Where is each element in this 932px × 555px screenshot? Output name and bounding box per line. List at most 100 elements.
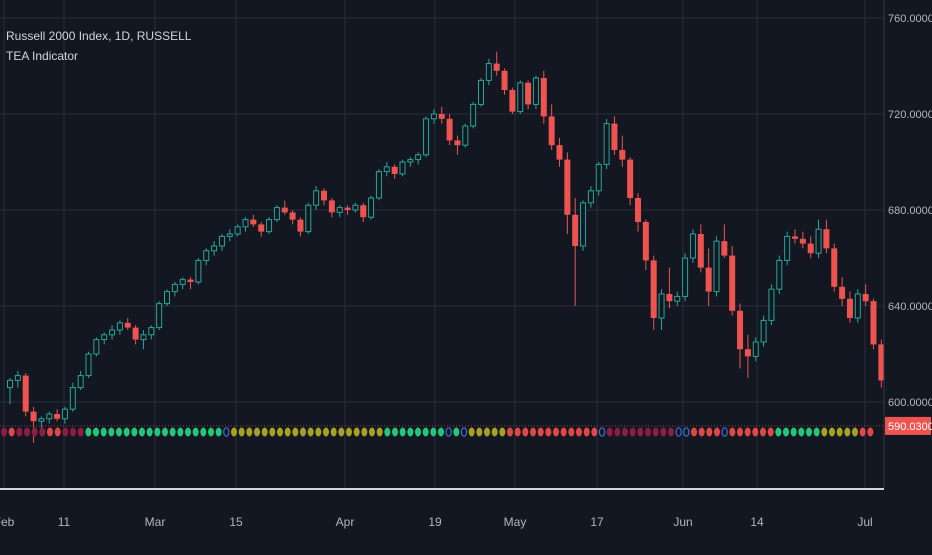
candle-body <box>705 267 712 292</box>
candle <box>501 68 508 95</box>
indicator-dot <box>683 427 690 437</box>
candle <box>352 202 359 213</box>
indicator-dot <box>62 427 69 437</box>
candle-body <box>776 259 783 290</box>
candle <box>195 258 202 285</box>
candle <box>46 411 53 424</box>
candle-body <box>281 207 288 213</box>
candle-body <box>556 145 563 160</box>
indicator-dot <box>169 427 176 437</box>
indicator-dot <box>8 427 15 437</box>
candle-body <box>697 234 704 268</box>
time-axis[interactable]: Feb 11 Mar 15 Apr 19 May 17 Jun 14 Jul <box>0 488 932 550</box>
indicator-dot <box>675 427 682 437</box>
time-tick-label: Jun <box>673 515 692 529</box>
indicator-dot <box>177 427 184 437</box>
candle-body <box>501 70 508 90</box>
last-price-badge <box>885 416 931 435</box>
time-tick-label: 19 <box>428 515 442 529</box>
indicator-title[interactable]: TEA Indicator <box>6 49 79 63</box>
candle-body <box>336 207 343 213</box>
candle <box>399 159 406 177</box>
indicator-dot <box>139 427 145 437</box>
candle-body <box>689 233 696 259</box>
indicator-dot <box>399 427 406 437</box>
candle <box>462 123 469 148</box>
candle <box>478 78 484 107</box>
indicator-dot <box>415 427 421 437</box>
time-tick-label: May <box>504 515 527 529</box>
candle <box>336 205 343 218</box>
candle-body <box>85 353 92 377</box>
candle-body <box>195 259 202 283</box>
candle <box>344 205 351 215</box>
candle <box>862 284 869 306</box>
candle <box>870 298 877 350</box>
candle-body <box>368 197 375 218</box>
price-tick-label: 600.0000 <box>888 397 932 409</box>
candle-body <box>164 291 170 305</box>
candle-body <box>831 248 838 287</box>
indicator-dot <box>553 427 559 437</box>
indicator-dot <box>507 427 513 437</box>
candle <box>54 409 61 422</box>
candle <box>815 219 822 258</box>
candle-body <box>839 286 846 299</box>
candle <box>297 217 304 237</box>
indicator-dot <box>829 427 835 437</box>
candle-body <box>407 159 414 163</box>
candle <box>666 267 673 309</box>
candle <box>383 162 390 177</box>
candle <box>854 289 861 323</box>
indicator-dot <box>583 427 590 437</box>
candle-body <box>454 140 461 146</box>
candle-body <box>124 322 131 328</box>
indicator-dot <box>430 427 437 437</box>
candle-body <box>289 212 296 220</box>
indicator-dot <box>453 427 460 437</box>
candle <box>69 382 76 412</box>
indicator-dot <box>545 427 552 437</box>
indicator-dot <box>629 427 636 437</box>
candle <box>823 219 830 254</box>
indicator-dot <box>476 427 483 437</box>
candle <box>603 118 610 170</box>
candle <box>234 224 241 237</box>
indicator-dot <box>231 427 237 437</box>
indicator-dot <box>698 427 705 437</box>
candle <box>85 351 92 378</box>
candle <box>878 339 885 388</box>
candle <box>266 217 273 234</box>
indicator-dot <box>24 427 30 437</box>
candle-body <box>462 125 469 146</box>
candle <box>391 164 398 179</box>
symbol-title[interactable]: Russell 2000 Index, 1D, RUSSELL <box>6 29 192 43</box>
candle-body <box>399 161 406 175</box>
candle <box>548 104 555 150</box>
indicator-dot <box>261 427 268 437</box>
indicator-dot <box>468 427 475 437</box>
indicator-dot <box>522 427 529 437</box>
candle <box>485 58 492 86</box>
candle <box>580 200 587 251</box>
indicator-dot <box>637 427 644 437</box>
candle-body <box>328 200 335 213</box>
indicator-dot <box>131 427 138 437</box>
candle-body <box>250 219 257 225</box>
candle-body <box>415 154 422 161</box>
candle-body <box>611 123 618 150</box>
candle-body <box>674 295 681 302</box>
indicator-dot <box>353 427 360 437</box>
candle-body <box>116 322 123 331</box>
candle <box>846 291 853 323</box>
candle <box>211 241 218 256</box>
candle-body <box>799 238 806 244</box>
indicator-dot <box>752 427 759 437</box>
candle <box>689 229 696 263</box>
indicator-dot <box>530 427 536 437</box>
indicator-dot <box>361 427 368 437</box>
